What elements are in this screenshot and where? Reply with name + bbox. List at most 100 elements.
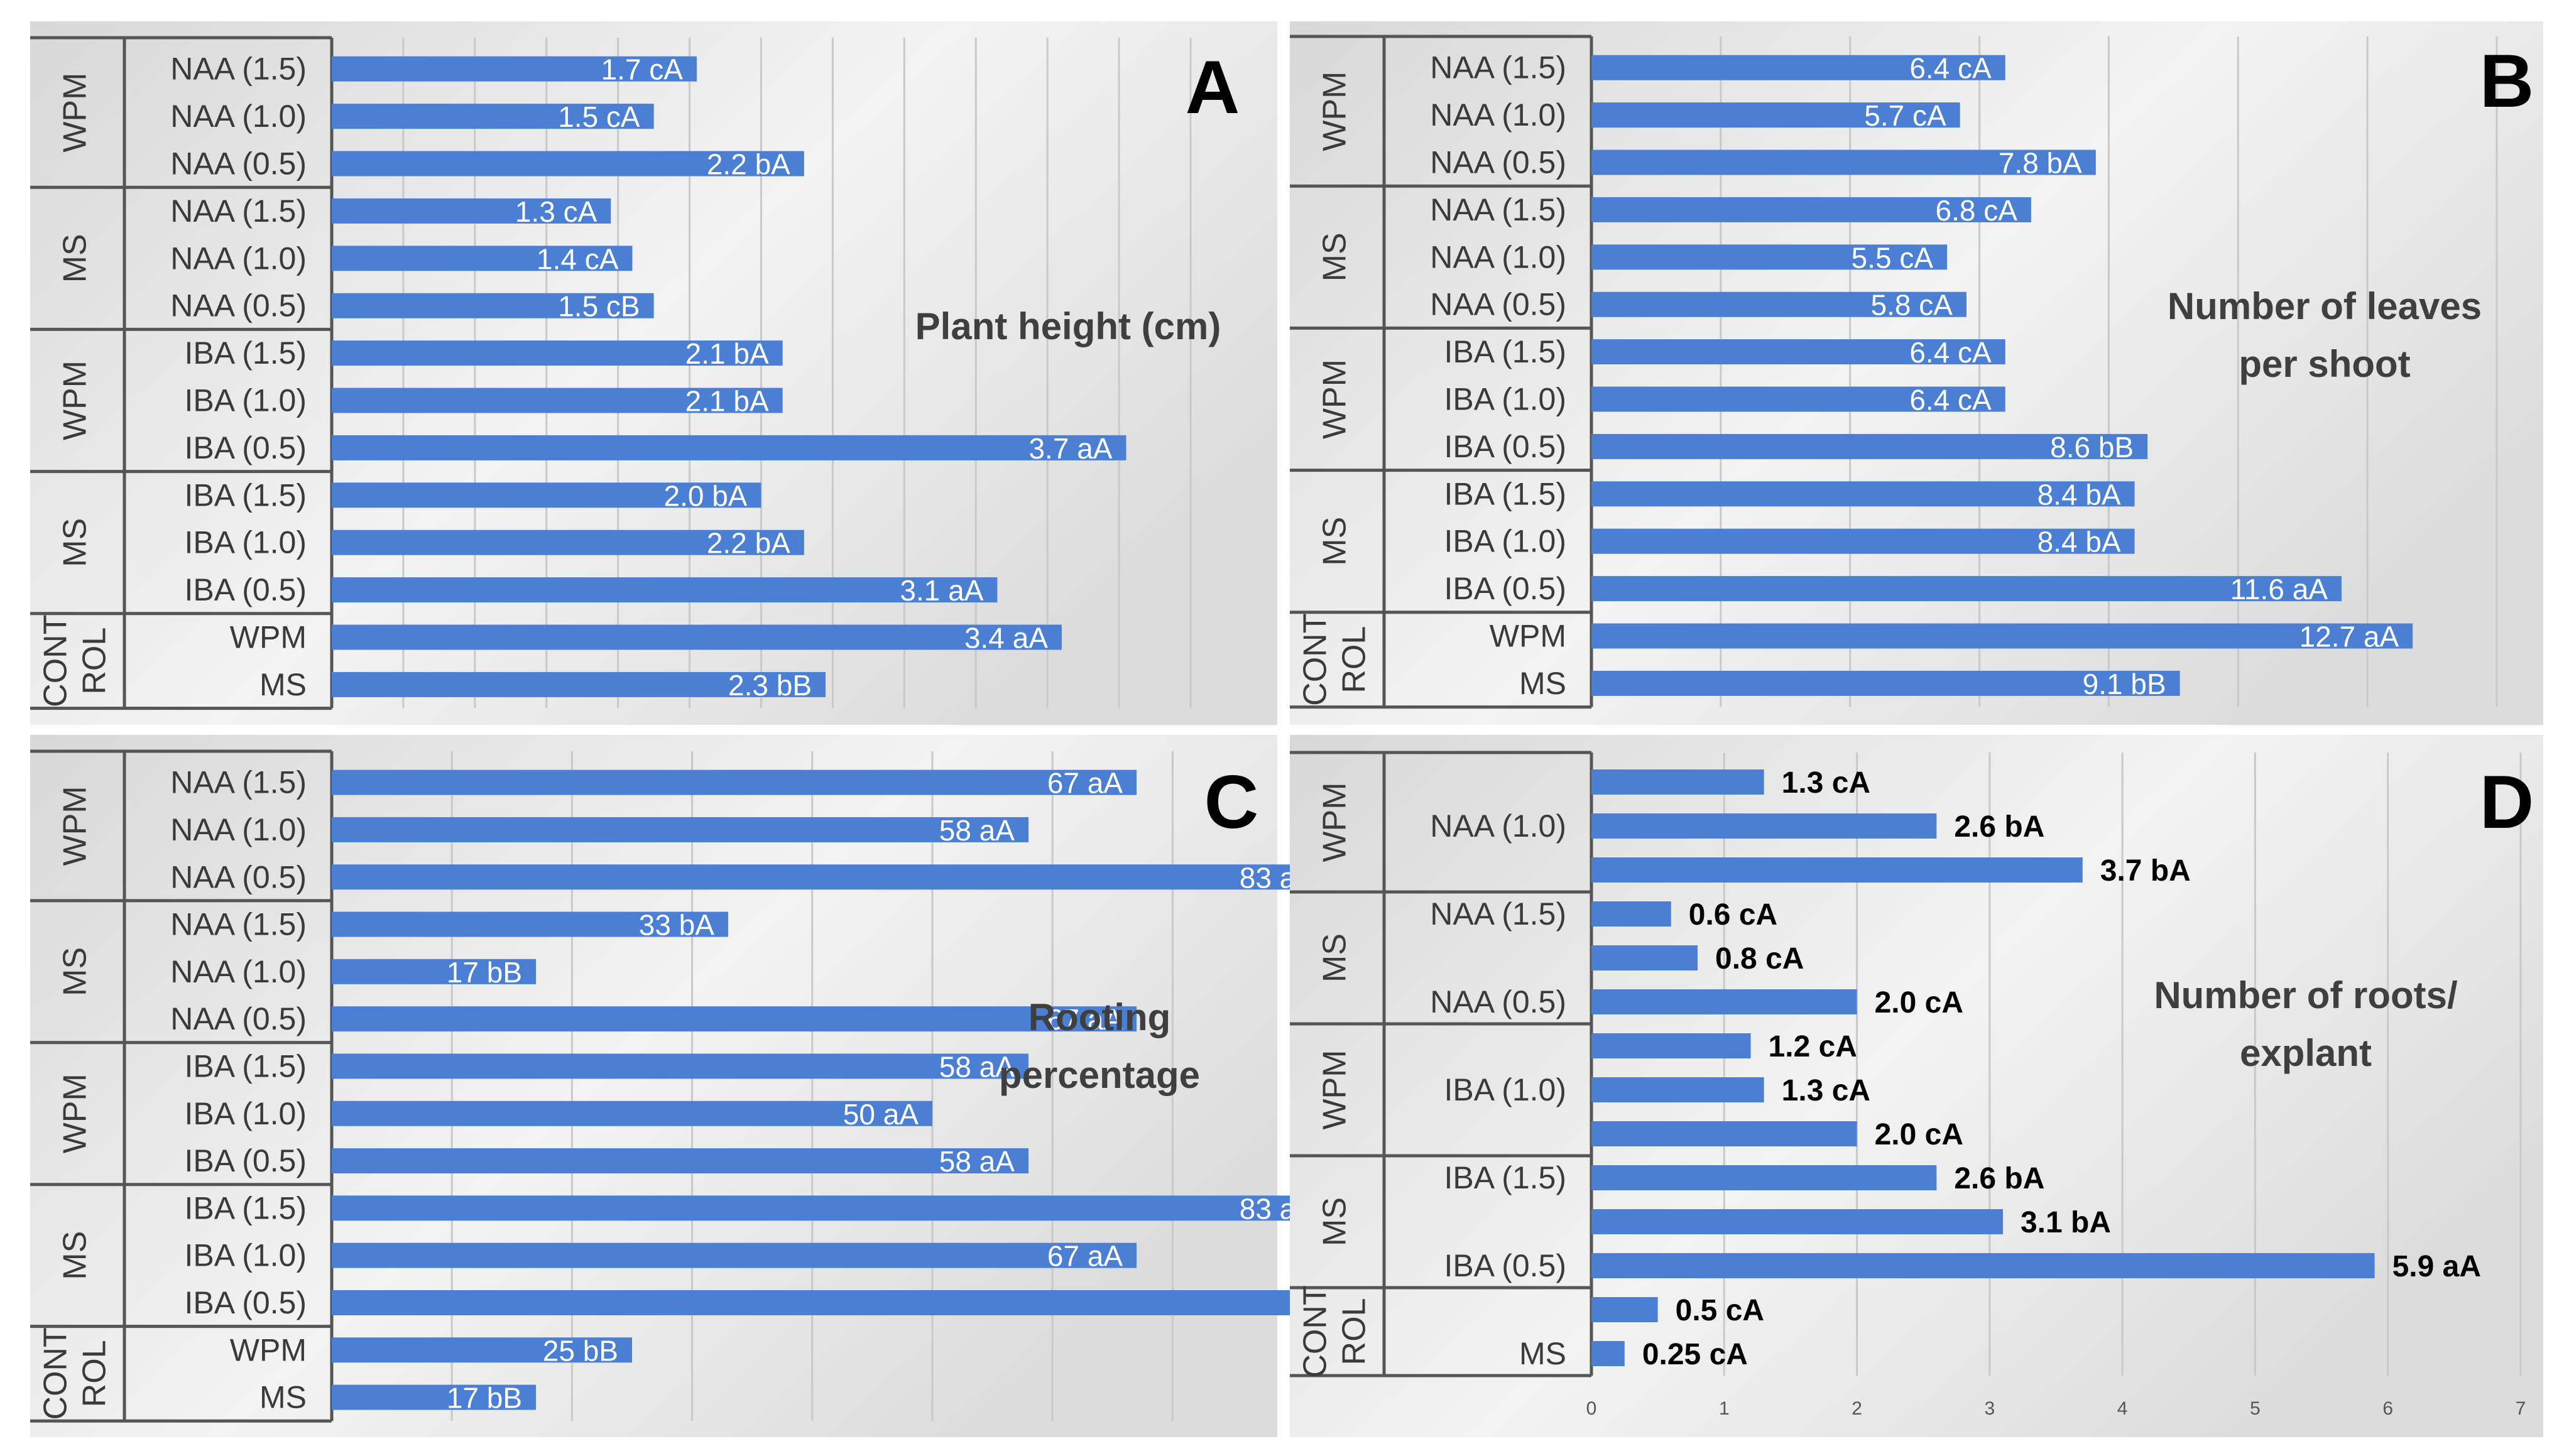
bar xyxy=(332,388,783,413)
data-label: 0.8 cA xyxy=(1715,942,1804,975)
group-label: WPM xyxy=(1317,782,1353,862)
data-label: 1.3 cA xyxy=(1782,766,1870,800)
x-tick-label: 0 xyxy=(1586,1398,1597,1419)
category-label: NAA (0.5) xyxy=(1430,984,1566,1019)
category-label: NAA (1.5) xyxy=(170,907,307,942)
group-label: MS xyxy=(1317,1197,1353,1246)
category-label: NAA (1.0) xyxy=(1430,239,1566,274)
x-tick-label: 6 xyxy=(2382,1398,2393,1419)
data-label: 8.6 bB xyxy=(2050,431,2134,464)
category-label: NAA (1.0) xyxy=(170,954,307,989)
data-label: 2.2 bA xyxy=(707,148,790,181)
bar xyxy=(1591,576,2342,602)
bar xyxy=(1591,769,1764,795)
data-label: 2.0 cA xyxy=(1875,986,1963,1019)
bar xyxy=(1591,623,2413,649)
panel-letter: D xyxy=(2480,760,2534,844)
category-label: NAA (1.0) xyxy=(1430,97,1566,133)
bar xyxy=(1591,102,1960,128)
bar xyxy=(332,1242,1137,1268)
panel-background xyxy=(30,735,1277,1437)
group-label: WPM xyxy=(57,786,94,866)
bar xyxy=(1591,1341,1625,1366)
bar xyxy=(332,624,1062,650)
bar xyxy=(332,1006,1137,1032)
panel-title: Number of leaves xyxy=(2168,285,2482,327)
category-label: IBA (1.5) xyxy=(1444,1160,1566,1195)
panel-title: explant xyxy=(2240,1032,2372,1074)
bar xyxy=(1591,857,2083,883)
category-label: IBA (1.5) xyxy=(1444,334,1566,369)
bar xyxy=(332,1148,1028,1174)
category-label: NAA (1.0) xyxy=(170,812,307,847)
group-label: MS xyxy=(1317,232,1353,281)
bar xyxy=(332,482,761,508)
group-label: MS xyxy=(57,1231,94,1280)
bar xyxy=(1591,670,2180,696)
panel-background xyxy=(30,21,1277,725)
category-label: NAA (1.0) xyxy=(170,99,307,134)
category-label: IBA (1.0) xyxy=(1444,382,1566,417)
bar xyxy=(1591,901,1671,926)
group-label: MS xyxy=(1317,517,1353,566)
data-label: 11.6 aA xyxy=(2230,573,2328,606)
category-label: MS xyxy=(259,1380,307,1415)
bar xyxy=(332,769,1137,795)
bar xyxy=(332,56,697,82)
data-label: 3.1 aA xyxy=(900,574,983,607)
data-label: 1.7 cA xyxy=(601,53,684,86)
data-label: 7.8 bA xyxy=(1999,147,2082,180)
bar xyxy=(332,198,611,224)
group-label: MS xyxy=(57,234,94,283)
category-label: NAA (1.5) xyxy=(170,193,307,229)
group-label: MS xyxy=(57,518,94,567)
panel-letter: B xyxy=(2480,39,2534,123)
category-label: NAA (0.5) xyxy=(170,288,307,323)
group-label: CONT xyxy=(1297,1285,1334,1377)
category-label: IBA (0.5) xyxy=(184,1285,307,1320)
bar xyxy=(332,1195,1329,1221)
category-label: IBA (0.5) xyxy=(184,1143,307,1178)
bar xyxy=(332,911,728,937)
group-label: ROL xyxy=(1336,1298,1373,1366)
panel-b: WPM MS WPM MS CONT ROL NAA (1.5) 6.4 cA NAA (1.0… xyxy=(1290,21,2543,725)
category-label: IBA (1.0) xyxy=(1444,1072,1566,1107)
bar xyxy=(332,577,998,603)
group-label: WPM xyxy=(57,1073,94,1153)
category-label: NAA (0.5) xyxy=(170,146,307,182)
panel-title: percentage xyxy=(999,1054,1200,1096)
panel-title: Plant height (cm) xyxy=(915,305,1221,347)
bar xyxy=(1591,1165,1937,1190)
data-label: 6.8 cA xyxy=(1935,194,2017,227)
category-label: IBA (1.5) xyxy=(184,335,307,371)
panel-letter: C xyxy=(1204,760,1259,844)
data-label: 58 aA xyxy=(939,814,1015,847)
category-label: IBA (1.0) xyxy=(184,1238,307,1273)
panel-title: Number of roots/ xyxy=(2154,974,2458,1016)
bar xyxy=(332,959,537,984)
bar xyxy=(332,1100,932,1126)
category-label: NAA (1.0) xyxy=(1430,808,1566,844)
bar xyxy=(1591,1121,1857,1146)
bar xyxy=(1591,197,2031,222)
category-label: IBA (1.0) xyxy=(184,1096,307,1131)
data-label: 50 aA xyxy=(843,1098,919,1131)
data-label: 8.4 bA xyxy=(2037,478,2121,511)
data-label: 0.6 cA xyxy=(1689,898,1777,932)
group-label: WPM xyxy=(1317,72,1353,151)
category-label: IBA (0.5) xyxy=(1444,571,1566,606)
bar xyxy=(332,1337,632,1363)
data-label: 5.5 cA xyxy=(1852,241,1934,274)
panel-title: per shoot xyxy=(2239,343,2410,385)
data-label: 6.4 cA xyxy=(1909,336,1992,369)
bar xyxy=(1591,481,2135,507)
category-label: IBA (1.0) xyxy=(184,525,307,560)
bar xyxy=(332,246,633,271)
bar xyxy=(1591,244,1948,270)
category-label: IBA (1.5) xyxy=(184,1048,307,1084)
bar xyxy=(1591,1209,2003,1234)
bar xyxy=(1591,55,2005,80)
bar xyxy=(332,1384,537,1410)
